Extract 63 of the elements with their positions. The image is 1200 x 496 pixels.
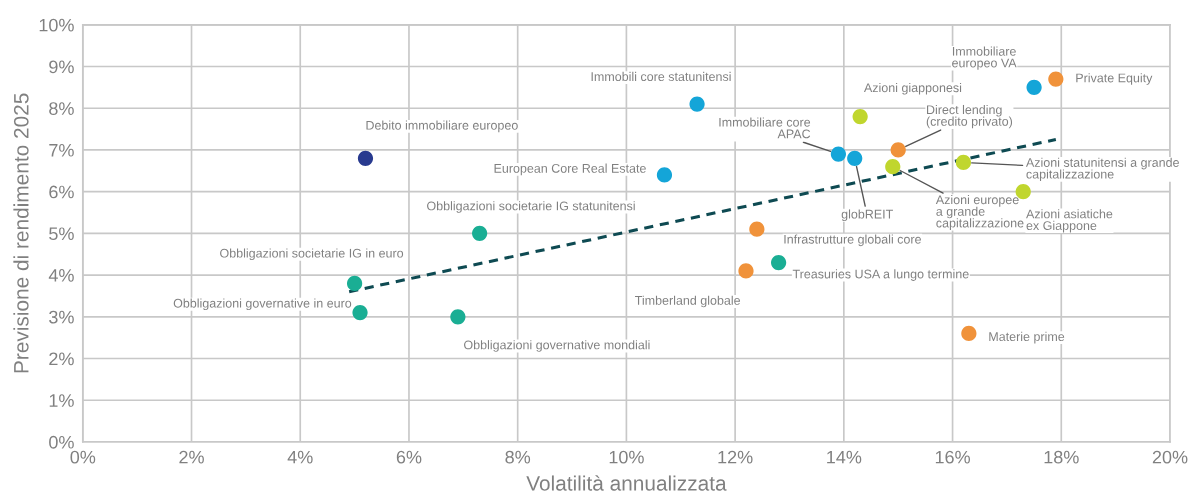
- point: [450, 309, 466, 325]
- point: [852, 108, 868, 125]
- annotation: Obbligazioni societarie IG in euro: [220, 248, 404, 261]
- point: [352, 305, 368, 321]
- annotation: Private Equity: [1076, 73, 1153, 85]
- x-tick-label: 14%: [827, 450, 862, 464]
- annotation: Immobiliare europeo VA: [952, 46, 1017, 70]
- point: [738, 263, 754, 279]
- annotation: European Core Real Estate: [494, 163, 646, 176]
- x-tick-label: 6%: [396, 450, 422, 464]
- y-tick-label: 3%: [49, 310, 74, 324]
- point: [885, 159, 901, 175]
- annotation: Azioni statunitensi a grande capitalizzazione: [1025, 157, 1179, 182]
- point: [472, 225, 488, 241]
- annotation: Immobili core statunitensi: [591, 71, 731, 82]
- annotation: Azioni giapponesi: [863, 82, 962, 95]
- point: [847, 150, 863, 166]
- x-tick-label: 18%: [1044, 450, 1079, 464]
- y-tick-label: 2%: [49, 352, 74, 366]
- annotation: Materie prime: [989, 331, 1065, 344]
- point: [346, 275, 363, 292]
- x-tick-label: 0%: [70, 450, 96, 464]
- annotation: Obbligazioni governative mondiali: [464, 340, 650, 352]
- annotation: globREIT: [841, 209, 893, 222]
- y-tick-label: 8%: [49, 102, 74, 115]
- annotation: Debito immobiliare europeo: [366, 120, 518, 133]
- point: [830, 146, 847, 162]
- point: [955, 154, 972, 171]
- point: [357, 150, 374, 166]
- annotation: Treasuries USA a lungo termine: [792, 269, 969, 281]
- y-axis-title: Previsione di rendimento 2025: [13, 93, 29, 373]
- y-tick-label: 4%: [48, 269, 74, 282]
- annotation: Infrastrutture globali core: [784, 234, 921, 247]
- x-tick-label: 8%: [505, 450, 531, 464]
- x-tick-label: 12%: [718, 450, 753, 464]
- point: [1026, 79, 1042, 95]
- point: [1048, 71, 1064, 87]
- x-tick-label: 4%: [287, 450, 313, 464]
- y-tick-label: 0%: [49, 435, 74, 449]
- annotation: Obbligazioni governative in euro: [173, 298, 352, 311]
- y-tick-label: 5%: [49, 227, 74, 241]
- point: [749, 221, 765, 237]
- x-tick-label: 2%: [179, 450, 204, 464]
- annotation: Immobiliare core APAC: [719, 117, 811, 139]
- y-tick-label: 9%: [49, 60, 74, 74]
- y-tick-label: 1%: [49, 394, 74, 407]
- y-tick-label: 6%: [49, 185, 74, 199]
- x-axis-title: Volatilità annualizzata: [526, 475, 727, 491]
- annotation: Timberland globale: [635, 295, 741, 308]
- annotation: Azioni europee a grande capitalizzazione: [935, 194, 1024, 230]
- x-tick-label: 10%: [609, 450, 644, 464]
- annotation: Direct lending (credito privato): [926, 104, 1013, 129]
- x-tick-label: 16%: [935, 450, 970, 464]
- point: [890, 142, 906, 158]
- annotation: Obbligazioni societarie IG statunitensi: [427, 201, 635, 213]
- point: [771, 254, 787, 271]
- annotation: Azioni asiatiche ex Giappone: [1026, 209, 1113, 233]
- point: [961, 325, 977, 342]
- y-tick-label: 10%: [39, 18, 74, 32]
- point: [656, 167, 673, 183]
- y-tick-label: 7%: [49, 143, 74, 157]
- x-tick-label: 20%: [1152, 450, 1188, 464]
- point: [689, 96, 705, 112]
